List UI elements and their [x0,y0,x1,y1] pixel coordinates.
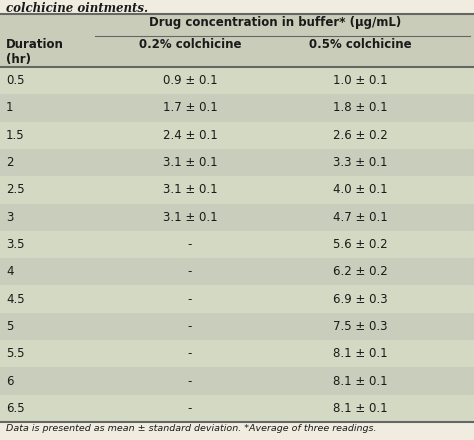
Text: Data is presented as mean ± standard deviation. *Average of three readings.: Data is presented as mean ± standard dev… [6,424,376,433]
Text: 3.1 ± 0.1: 3.1 ± 0.1 [163,211,217,224]
Bar [0,94,474,121]
Text: colchicine ointments.: colchicine ointments. [6,2,148,15]
Text: 6.9 ± 0.3: 6.9 ± 0.3 [333,293,387,306]
Text: 5.6 ± 0.2: 5.6 ± 0.2 [333,238,387,251]
Text: 1: 1 [6,102,13,114]
Text: 2.6 ± 0.2: 2.6 ± 0.2 [333,129,387,142]
Text: 1.0 ± 0.1: 1.0 ± 0.1 [333,74,387,87]
Text: 1.8 ± 0.1: 1.8 ± 0.1 [333,102,387,114]
Bar [0,395,474,422]
Text: 3.1 ± 0.1: 3.1 ± 0.1 [163,156,217,169]
Bar [0,286,474,313]
Text: 0.5% colchicine: 0.5% colchicine [309,38,411,51]
Text: 8.1 ± 0.1: 8.1 ± 0.1 [333,347,387,360]
Text: 0.5: 0.5 [6,74,25,87]
Bar [0,340,474,367]
Bar [0,313,474,340]
Text: -: - [188,402,192,415]
Text: 4: 4 [6,265,13,279]
Text: 4.0 ± 0.1: 4.0 ± 0.1 [333,183,387,196]
Text: 0.9 ± 0.1: 0.9 ± 0.1 [163,74,217,87]
Text: 0.2% colchicine: 0.2% colchicine [139,38,241,51]
Text: -: - [188,238,192,251]
Bar [0,121,474,149]
Bar [0,0,474,14]
Bar [0,204,474,231]
Text: Drug concentration in buffer* (μg/mL): Drug concentration in buffer* (μg/mL) [149,16,401,29]
Text: 1.7 ± 0.1: 1.7 ± 0.1 [163,102,218,114]
Text: 8.1 ± 0.1: 8.1 ± 0.1 [333,402,387,415]
Text: 3.1 ± 0.1: 3.1 ± 0.1 [163,183,217,196]
Text: 5: 5 [6,320,13,333]
Bar [0,149,474,176]
Text: 4.7 ± 0.1: 4.7 ± 0.1 [333,211,387,224]
Text: 3.3 ± 0.1: 3.3 ± 0.1 [333,156,387,169]
Text: 6.2 ± 0.2: 6.2 ± 0.2 [333,265,387,279]
Text: 3: 3 [6,211,13,224]
Text: 2.4 ± 0.1: 2.4 ± 0.1 [163,129,218,142]
Text: 7.5 ± 0.3: 7.5 ± 0.3 [333,320,387,333]
Bar [0,231,474,258]
Bar [0,367,474,395]
Text: 5.5: 5.5 [6,347,25,360]
Text: 1.5: 1.5 [6,129,25,142]
Text: 2: 2 [6,156,13,169]
Text: 4.5: 4.5 [6,293,25,306]
Text: -: - [188,320,192,333]
Text: 3.5: 3.5 [6,238,25,251]
Bar [0,14,474,67]
Text: 2.5: 2.5 [6,183,25,196]
Text: 6.5: 6.5 [6,402,25,415]
Text: 8.1 ± 0.1: 8.1 ± 0.1 [333,374,387,388]
Text: -: - [188,347,192,360]
Text: Duration
(hr): Duration (hr) [6,38,64,66]
Text: -: - [188,374,192,388]
Bar [0,422,474,440]
Bar [0,258,474,286]
Text: -: - [188,265,192,279]
Bar [0,176,474,204]
Text: -: - [188,293,192,306]
Bar [0,67,474,94]
Text: 6: 6 [6,374,13,388]
